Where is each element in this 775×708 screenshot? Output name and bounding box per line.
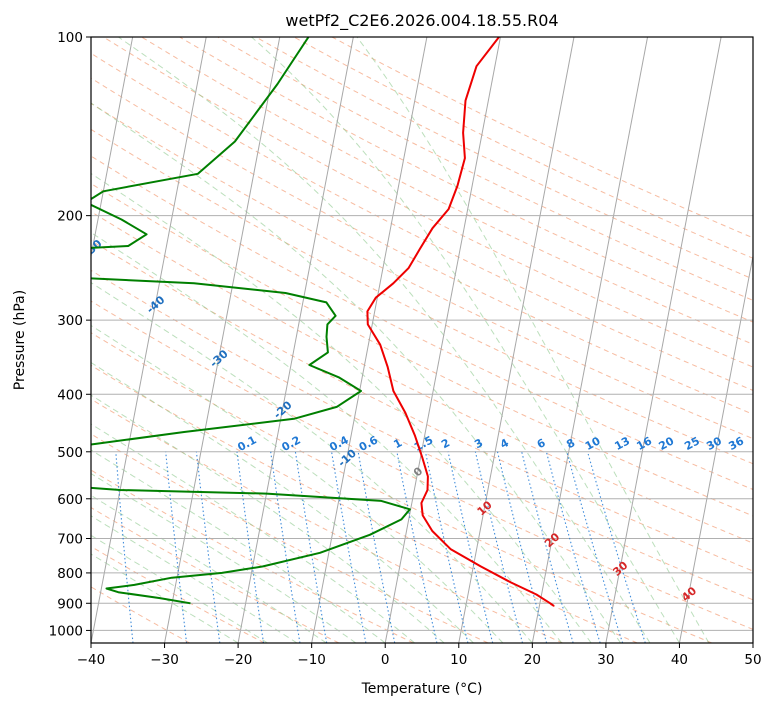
isotherm-line	[605, 37, 722, 643]
mixing-ratio-line	[474, 451, 524, 643]
mixing-ratio-line	[357, 451, 396, 643]
x-axis-ticks: −40 −30 −20 −10 0 10 20 30 40 50	[77, 643, 762, 668]
x-tick-label: 0	[381, 652, 390, 668]
x-tick-label: 10	[450, 652, 467, 668]
mixing-ratio-line	[195, 451, 221, 643]
isotherm-line	[384, 37, 501, 643]
y-tick-label: 500	[57, 445, 83, 461]
dry-adiabat-line	[91, 77, 753, 415]
mixing-ratio-label: 30	[704, 434, 724, 453]
isotherm-line	[531, 37, 649, 643]
dry-adiabat-line	[91, 211, 753, 544]
x-tick-label: 30	[597, 652, 614, 668]
mixing-ratio-label: 16	[634, 434, 654, 453]
moist-adiabat-line	[91, 472, 357, 643]
moist-adiabat-line	[91, 449, 386, 643]
x-axis-label: Temperature (°C)	[361, 681, 483, 697]
y-tick-label: 700	[57, 532, 83, 548]
isotherm-line	[237, 37, 354, 643]
mixing-ratio-label: 20	[657, 434, 677, 453]
moist-adiabat-line	[91, 423, 415, 643]
dry-adiabat-line	[91, 364, 638, 643]
y-tick-label: 900	[57, 596, 83, 612]
mixing-ratio-line	[236, 451, 265, 643]
y-tick-label: 100	[57, 30, 83, 46]
moist-adiabat-line	[91, 553, 239, 643]
y-tick-label: 400	[57, 387, 83, 403]
y-tick-label: 300	[57, 313, 83, 329]
mixing-ratio-label: 10	[583, 434, 603, 453]
isotherm-line	[678, 253, 753, 643]
mixing-ratio-line	[115, 451, 134, 643]
mixing-ratio-label: 25	[682, 434, 702, 453]
isotherm-line	[458, 37, 575, 643]
plot-area: 0.10.20.40.611.52346810131620253036-100-…	[91, 37, 753, 643]
mixing-ratio-label: 13	[612, 434, 632, 453]
dry-adiabat-line	[91, 128, 753, 465]
moist-adiabat-line	[91, 172, 592, 643]
x-tick-label: 20	[524, 652, 541, 668]
mixing-ratio-group	[115, 451, 646, 643]
isotherm-line	[91, 37, 207, 643]
mixing-ratio-line	[424, 451, 469, 643]
moist-adiabat-line	[91, 361, 474, 643]
moist-adiabat-line	[91, 394, 445, 643]
dry-adiabat-line	[91, 506, 340, 643]
mixing-ratio-line	[447, 451, 494, 643]
x-tick-label: 40	[671, 652, 688, 668]
isotherm-line	[311, 37, 428, 643]
pressure-gridlines-group	[91, 37, 753, 631]
y-tick-label: 800	[57, 566, 83, 582]
x-tick-label: −40	[77, 652, 106, 668]
dry-adiabat-line	[217, 37, 753, 301]
x-tick-label: 50	[744, 652, 761, 668]
mixing-ratio-line	[545, 451, 601, 643]
moist-adiabat-line	[118, 37, 651, 643]
mixing-ratio-line	[496, 451, 548, 643]
dry-adiabat-line	[91, 332, 712, 643]
mixing-ratio-line	[566, 451, 624, 643]
mixing-ratio-line	[521, 451, 574, 643]
mixing-ratio-line	[587, 451, 646, 643]
y-tick-label: 1000	[49, 623, 83, 639]
y-axis-label: Pressure (hPa)	[12, 290, 28, 390]
y-tick-label: 600	[57, 492, 83, 508]
moist-adiabat-line	[91, 102, 622, 643]
moist-adiabat-line	[91, 324, 504, 643]
y-tick-label: 200	[57, 209, 83, 225]
mixing-ratio-line	[165, 451, 188, 643]
temperature-profile-line	[366, 37, 555, 607]
isotherm-line	[91, 37, 134, 259]
x-tick-label: −10	[297, 652, 326, 668]
isotherm-line	[164, 37, 281, 643]
plot-frame	[90, 36, 754, 644]
moist-adiabat-line	[356, 37, 710, 643]
dry-adiabat-line	[103, 37, 753, 368]
mixing-ratio-line	[396, 451, 438, 643]
chart-title: wetPf2_C2E6.2026.004.18.55.R04	[285, 11, 558, 31]
isotherms-group	[91, 37, 753, 643]
y-axis-ticks: 100 200 300 400 500 600 700 800 900 1000	[49, 30, 91, 639]
x-tick-label: −30	[150, 652, 179, 668]
dry-adiabat-line	[91, 586, 190, 643]
dry-adiabat-line	[141, 37, 753, 345]
dry-adiabat-line	[91, 398, 563, 643]
dry-adiabat-line	[91, 182, 753, 517]
moist-adiabat-line	[91, 534, 268, 643]
dry-adiabat-line	[91, 300, 753, 630]
moist-adiabat-line	[251, 37, 680, 643]
mixing-ratio-label: 36	[726, 434, 746, 453]
x-tick-label: −20	[224, 652, 253, 668]
